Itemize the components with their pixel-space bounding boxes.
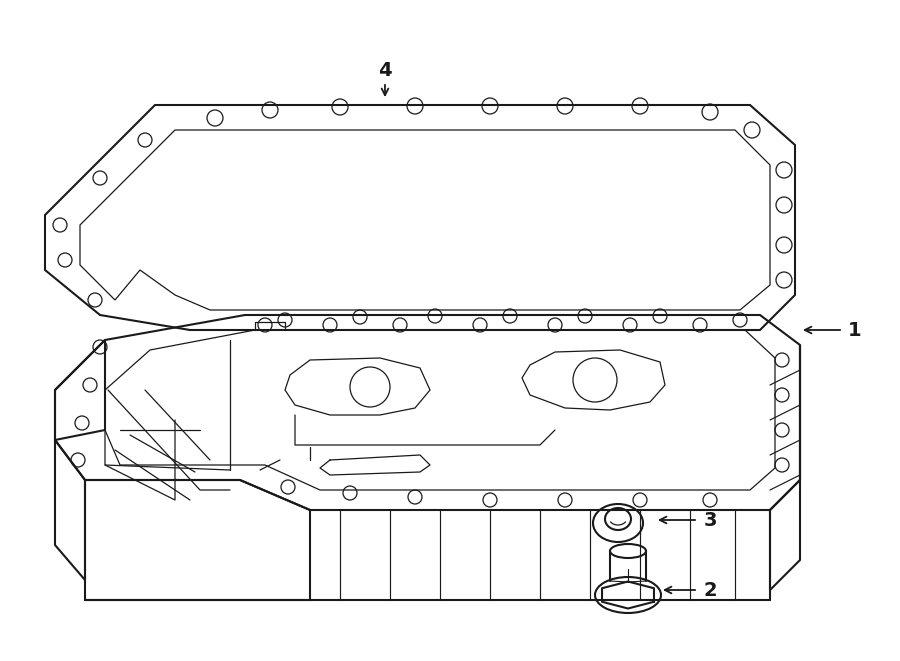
Text: 3: 3 [703, 510, 716, 529]
Text: 1: 1 [848, 321, 862, 340]
Text: 2: 2 [703, 580, 716, 600]
Text: 4: 4 [378, 61, 392, 79]
